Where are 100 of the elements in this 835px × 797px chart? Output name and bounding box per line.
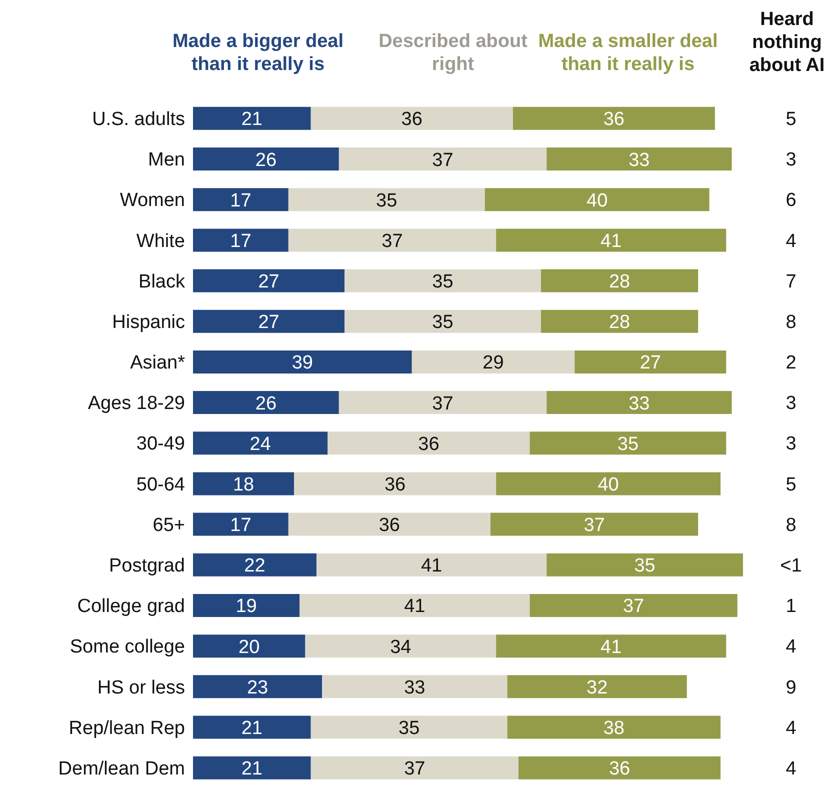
data-label: 26: [255, 393, 277, 414]
data-label: 36: [608, 758, 630, 780]
data-label: 36: [418, 434, 440, 455]
bar: [288, 228, 496, 252]
data-label: 41: [404, 596, 426, 618]
data-label: 32: [586, 677, 608, 698]
data-label: 28: [608, 312, 630, 334]
text: 3: [786, 434, 796, 455]
y-tick-label: Rep/lean Rep: [68, 718, 185, 739]
bar: [530, 432, 726, 455]
data-label: 40: [586, 190, 608, 212]
data-label: 22: [244, 556, 266, 577]
bar: [540, 269, 698, 292]
data-label: 41: [600, 230, 622, 252]
y-tick-label: Dem/lean Dem: [58, 758, 185, 780]
series-label: Made a smaller deal than it really is: [538, 30, 718, 76]
bar: [310, 716, 508, 739]
bar: [518, 756, 721, 780]
bar: [512, 106, 715, 130]
bar: [574, 350, 726, 374]
text: 4: [786, 230, 797, 252]
y-tick-label: Postgrad: [108, 556, 185, 577]
data-label: 21: [241, 109, 262, 130]
data-label: 34: [390, 636, 412, 658]
bar: [496, 472, 721, 496]
data-label: 35: [432, 272, 454, 293]
data-label: 35: [376, 190, 398, 212]
data-label: 41: [600, 636, 622, 658]
y-tick-label: Women: [120, 190, 185, 212]
data-label: 35: [617, 434, 639, 455]
bar: [496, 634, 726, 658]
bar: [193, 756, 311, 780]
data-label: 37: [584, 515, 605, 536]
data-label: 36: [384, 474, 406, 496]
data-label: 37: [404, 758, 426, 780]
bar: [193, 512, 288, 536]
text: 8: [786, 514, 796, 536]
data-label: 35: [432, 312, 454, 334]
data-label: 29: [482, 352, 504, 374]
data-label: 39: [292, 352, 314, 374]
data-label: 21: [241, 758, 262, 780]
data-label: 38: [603, 718, 624, 739]
bar: [546, 391, 732, 414]
bar: [316, 553, 547, 576]
bar: [193, 432, 328, 455]
data-label: 41: [420, 556, 442, 577]
data-label: 37: [432, 393, 454, 414]
data-label: 28: [608, 272, 630, 293]
y-tick-label: 65+: [152, 514, 185, 536]
bar: [193, 553, 316, 576]
bar: [484, 188, 710, 212]
bar: [193, 310, 345, 333]
text: 6: [786, 190, 796, 212]
data-label: 33: [628, 150, 650, 171]
text: 4: [786, 758, 797, 780]
bar: [338, 391, 547, 414]
bar: [294, 472, 496, 496]
bar: [490, 512, 698, 536]
data-label: 37: [432, 150, 454, 171]
bar: [193, 391, 339, 414]
y-tick-label: Ages 18-29: [88, 393, 185, 414]
data-label: 17: [230, 515, 252, 536]
bar: [300, 594, 530, 617]
data-label: 37: [622, 596, 644, 618]
text: 9: [786, 677, 796, 698]
bar: [338, 148, 547, 171]
data-label: 33: [404, 677, 426, 698]
bar: [193, 634, 306, 658]
bar: [193, 675, 322, 698]
y-tick-label: College grad: [77, 596, 185, 618]
data-label: 24: [250, 434, 272, 455]
text: 1: [786, 596, 796, 618]
bar: [546, 148, 732, 171]
data-label: 35: [634, 556, 656, 577]
y-tick-label: HS or less: [97, 677, 185, 698]
y-tick-label: 50-64: [136, 474, 186, 496]
bar: [530, 594, 738, 617]
bar: [507, 716, 721, 739]
data-label: 36: [401, 109, 422, 130]
data-label: 18: [232, 474, 254, 496]
y-tick-label: Some college: [70, 636, 185, 658]
bar: [193, 594, 300, 617]
data-label: 27: [258, 312, 280, 334]
y-tick-label: Hispanic: [112, 312, 185, 333]
bar: [193, 472, 294, 496]
data-label: 35: [398, 718, 420, 739]
text: 4: [786, 718, 797, 739]
y-tick-label: 30-49: [136, 434, 185, 455]
text: 3: [786, 393, 796, 414]
text: 3: [786, 150, 796, 171]
bar: [288, 188, 485, 212]
y-tick-label: Men: [148, 150, 185, 171]
data-label: 21: [241, 718, 262, 739]
y-tick-label: White: [136, 230, 185, 252]
bar: [193, 350, 412, 374]
bar: [344, 269, 541, 292]
bar: [310, 756, 519, 780]
bar: [310, 106, 513, 130]
data-label: 19: [236, 596, 257, 618]
bar: [193, 148, 339, 171]
